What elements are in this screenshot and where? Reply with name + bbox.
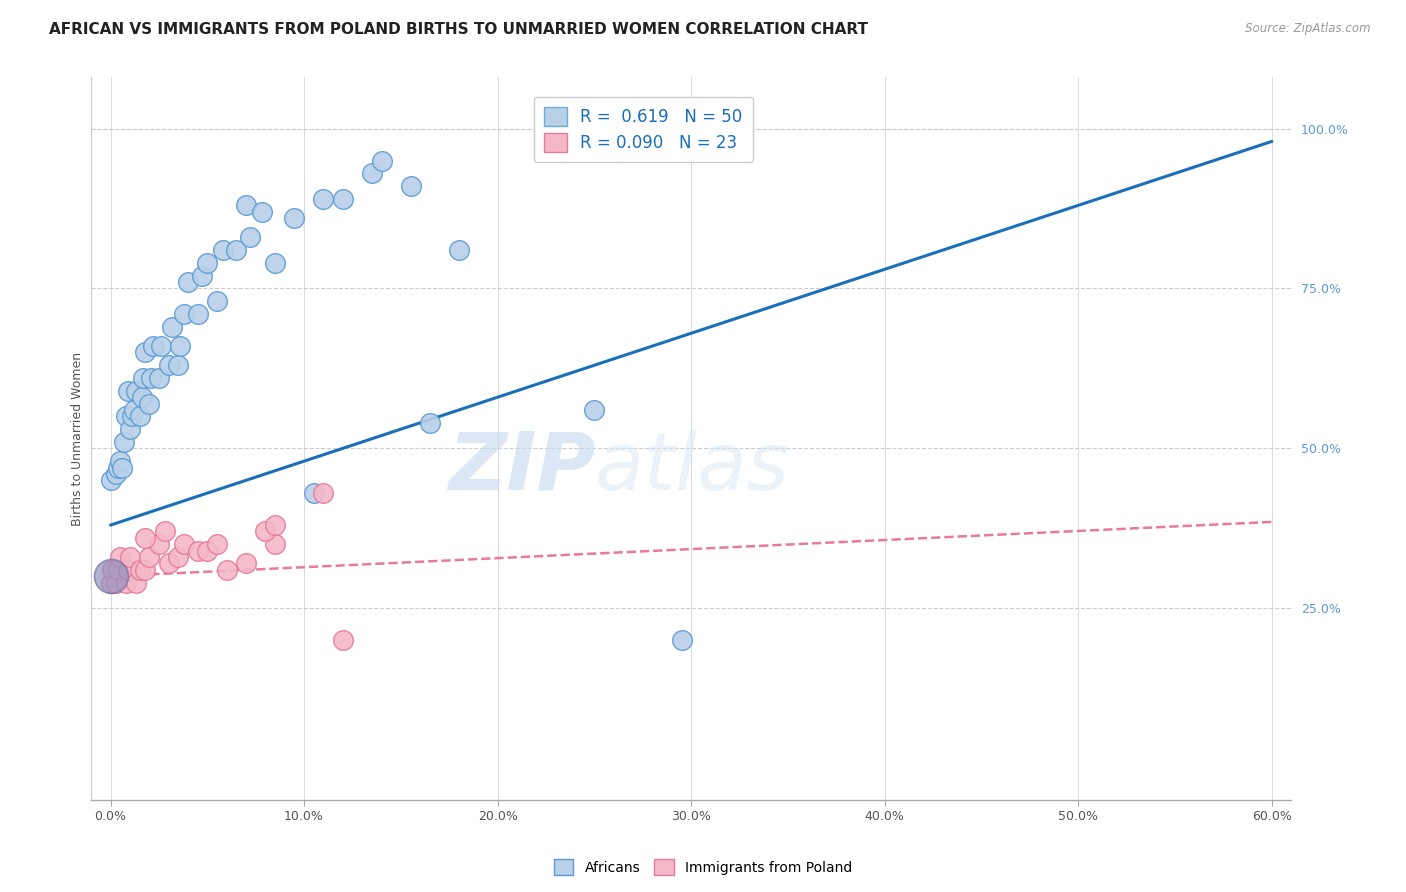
Text: ZIP: ZIP — [449, 429, 595, 507]
Point — [173, 307, 195, 321]
Point — [110, 550, 132, 565]
Point — [332, 633, 354, 648]
Point — [125, 575, 148, 590]
Point — [148, 537, 170, 551]
Point — [173, 537, 195, 551]
Point — [138, 396, 160, 410]
Point — [107, 563, 129, 577]
Legend: Africans, Immigrants from Poland: Africans, Immigrants from Poland — [548, 854, 858, 880]
Point — [118, 422, 141, 436]
Point — [162, 319, 184, 334]
Point — [153, 524, 176, 539]
Point — [312, 192, 335, 206]
Point — [134, 531, 156, 545]
Point — [250, 204, 273, 219]
Point — [167, 358, 190, 372]
Point — [111, 460, 134, 475]
Point — [187, 307, 209, 321]
Point — [100, 569, 122, 583]
Point — [399, 179, 422, 194]
Point — [121, 409, 143, 424]
Point — [283, 211, 305, 226]
Point — [157, 358, 180, 372]
Point — [583, 403, 606, 417]
Point — [205, 294, 228, 309]
Point — [177, 275, 200, 289]
Point — [167, 550, 190, 565]
Point — [128, 563, 150, 577]
Point — [131, 390, 153, 404]
Point — [235, 198, 257, 212]
Point — [142, 339, 165, 353]
Point — [112, 434, 135, 449]
Point — [187, 543, 209, 558]
Point — [128, 409, 150, 424]
Point — [195, 543, 218, 558]
Point — [651, 121, 673, 136]
Point — [190, 268, 212, 283]
Point — [100, 473, 122, 487]
Text: Source: ZipAtlas.com: Source: ZipAtlas.com — [1246, 22, 1371, 36]
Point — [105, 467, 128, 481]
Point — [264, 256, 287, 270]
Point — [671, 633, 693, 648]
Point — [264, 537, 287, 551]
Point — [134, 563, 156, 577]
Point — [100, 575, 122, 590]
Point — [117, 563, 139, 577]
Point — [235, 557, 257, 571]
Point — [195, 256, 218, 270]
Point — [148, 371, 170, 385]
Point — [132, 371, 155, 385]
Point — [211, 243, 233, 257]
Point — [225, 243, 247, 257]
Point — [332, 192, 354, 206]
Point — [115, 409, 138, 424]
Text: AFRICAN VS IMMIGRANTS FROM POLAND BIRTHS TO UNMARRIED WOMEN CORRELATION CHART: AFRICAN VS IMMIGRANTS FROM POLAND BIRTHS… — [49, 22, 869, 37]
Point — [370, 153, 392, 168]
Point — [302, 486, 325, 500]
Point — [360, 166, 382, 180]
Point — [101, 563, 124, 577]
Point — [264, 518, 287, 533]
Point — [254, 524, 277, 539]
Point — [138, 550, 160, 565]
Point — [215, 563, 238, 577]
Point — [419, 416, 441, 430]
Point — [141, 371, 163, 385]
Point — [125, 384, 148, 398]
Point — [239, 230, 262, 244]
Text: atlas: atlas — [595, 429, 790, 507]
Point — [117, 384, 139, 398]
Point — [149, 339, 172, 353]
Point — [447, 243, 470, 257]
Point — [105, 575, 128, 590]
Point — [110, 454, 132, 468]
Point — [657, 121, 679, 136]
Point — [122, 403, 145, 417]
Point — [107, 460, 129, 475]
Point — [115, 575, 138, 590]
Point — [169, 339, 191, 353]
Point — [205, 537, 228, 551]
Point — [134, 345, 156, 359]
Point — [157, 557, 180, 571]
Legend: R =  0.619   N = 50, R = 0.090   N = 23: R = 0.619 N = 50, R = 0.090 N = 23 — [534, 96, 752, 161]
Y-axis label: Births to Unmarried Women: Births to Unmarried Women — [72, 351, 84, 525]
Point — [118, 550, 141, 565]
Point — [312, 486, 335, 500]
